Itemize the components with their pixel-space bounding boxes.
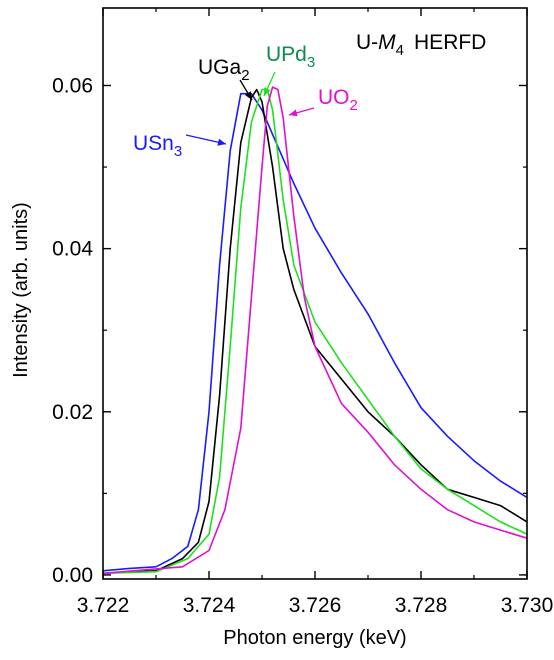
series-label-base: USn [133, 132, 174, 155]
y-axis-label: Intensity (arb. units) [10, 202, 32, 378]
series-label-uga2: UGa2 [198, 56, 250, 84]
y-tick-label: 0.04 [52, 238, 93, 261]
series-line-usn3 [102, 92, 528, 572]
x-tick-label: 3.726 [289, 594, 342, 617]
series-label-base: UO [318, 86, 350, 109]
label-arrowhead-uo2 [289, 109, 298, 117]
series-line-uga2 [102, 88, 528, 575]
series-label-base: UPd [266, 43, 307, 66]
label-arrowhead-usn3 [217, 138, 226, 146]
y-tick-label: 0.02 [52, 401, 93, 424]
series-label-sub: 2 [350, 97, 358, 114]
chart-title-suffix: HERFD [414, 31, 486, 54]
chart-title-italic: M [378, 31, 396, 54]
series-line-uo2 [102, 86, 528, 575]
label-arrowhead-uga2 [244, 91, 252, 100]
x-tick-label: 3.728 [395, 594, 448, 617]
series-label-sub: 2 [241, 67, 249, 84]
series-label-uo2: UO2 [318, 86, 358, 114]
chart-title-prefix: U- [356, 31, 378, 54]
ticks-layer: 3.722 3.724 3.726 3.728 3.730 0.00 0.02 0.04 0.0… [52, 8, 553, 617]
y-tick-label: 0.00 [52, 564, 93, 587]
x-axis-label: Photon energy (keV) [223, 627, 406, 649]
series-label-base: UGa [198, 56, 242, 79]
chart-title-subscript: 4 [396, 42, 404, 59]
y-tick-label: 0.06 [52, 74, 93, 97]
series-label-sub: 3 [174, 143, 182, 160]
series-line-upd3 [102, 88, 528, 575]
plot-frame [102, 7, 528, 580]
series-label-sub: 3 [307, 54, 315, 71]
x-tick-label: 3.724 [183, 594, 236, 617]
x-tick-label: 3.730 [501, 594, 554, 617]
series-label-usn3: USn3 [133, 132, 182, 160]
chart-title: U-M4 HERFD [356, 31, 486, 59]
series-layer [102, 86, 528, 575]
label-arrowhead-upd3 [264, 87, 271, 96]
x-tick-label: 3.722 [77, 594, 130, 617]
series-label-upd3: UPd3 [266, 43, 315, 71]
